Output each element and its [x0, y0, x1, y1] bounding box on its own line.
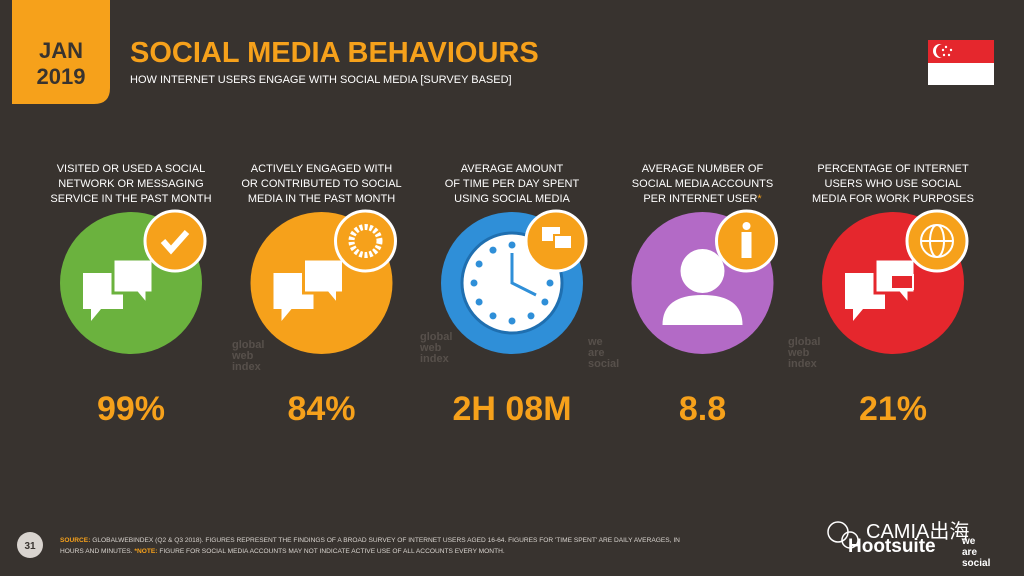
footer: 31 SOURCE: GLOBALWEBINDEX (Q2 & Q3 2018)… — [17, 532, 680, 558]
watermark: index — [788, 358, 818, 370]
stat-label-text: USERS WHO USE SOCIAL — [825, 178, 962, 190]
was-logo: social — [962, 558, 991, 569]
icon-briefcase — [890, 274, 914, 290]
stat-label-text: OF TIME PER DAY SPENT — [445, 178, 580, 190]
stat-label-text: ACTIVELY ENGAGED WITH — [251, 163, 392, 175]
stat-label-text: NETWORK OR MESSAGING — [58, 178, 203, 190]
icon-clock-dot — [546, 279, 554, 287]
stat-label-text: SERVICE IN THE PAST MONTH — [50, 193, 211, 205]
icon-clock-dot — [489, 312, 497, 320]
stat-label-text: OR CONTRIBUTED TO SOCIAL — [241, 178, 401, 190]
stat-label: PERCENTAGE OF INTERNET — [817, 163, 969, 175]
source-line: HOURS AND MINUTES. *NOTE: FIGURE FOR SOC… — [60, 548, 505, 555]
date-month: JAN — [39, 38, 83, 63]
flag — [928, 40, 994, 85]
source-label: SOURCE: — [60, 537, 90, 544]
stat-label: USERS WHO USE SOCIAL — [825, 178, 962, 190]
stat-label: MEDIA IN THE PAST MONTH — [248, 193, 395, 205]
badge-gear — [348, 224, 383, 258]
note-label: *NOTE: — [134, 548, 157, 555]
stat-value: 8.8 — [679, 390, 726, 428]
stat-label: PER INTERNET USER* — [643, 193, 762, 205]
stat-value: 21% — [859, 390, 927, 428]
stat-label-text: PERCENTAGE OF INTERNET — [817, 163, 969, 175]
stat-label: AVERAGE AMOUNT — [461, 163, 564, 175]
badge-check — [160, 230, 190, 255]
source-text: GLOBALWEBINDEX (Q2 & Q3 2018). FIGURES R… — [92, 537, 680, 544]
watermark: web — [231, 350, 254, 362]
watermark: global — [788, 336, 820, 348]
watermark: global — [232, 339, 264, 351]
icon-bubble — [111, 257, 155, 310]
stat-label: SOCIAL MEDIA ACCOUNTS — [632, 178, 773, 190]
stat-label-text: VISITED OR USED A SOCIAL — [57, 163, 206, 175]
icon-bubble — [302, 257, 345, 310]
stat-value: 99% — [97, 390, 165, 428]
stat-value: 2H 08M — [452, 390, 571, 428]
watermark: global — [420, 331, 452, 343]
watermark: index — [232, 361, 262, 373]
stat-label: USING SOCIAL MEDIA — [454, 193, 570, 205]
stat-label-text: AVERAGE NUMBER OF — [642, 163, 764, 175]
icon-clock-dot — [475, 298, 483, 306]
title: SOCIAL MEDIA BEHAVIOURS — [130, 37, 539, 69]
stat-label-text: MEDIA FOR WORK PURPOSES — [812, 193, 974, 205]
icon-clock-dot — [527, 312, 535, 320]
note-text: FIGURE FOR SOCIAL MEDIA ACCOUNTS MAY NOT… — [159, 548, 505, 555]
subtitle: HOW INTERNET USERS ENGAGE WITH SOCIAL ME… — [130, 74, 512, 86]
stat-label: OR CONTRIBUTED TO SOCIAL — [241, 178, 401, 190]
icon-clock-dot — [508, 317, 516, 325]
stat-label-text: USING SOCIAL MEDIA — [454, 193, 570, 205]
icon-clock-dot — [470, 279, 478, 287]
icon-clock-dot — [541, 298, 549, 306]
date-year: 2019 — [37, 64, 86, 89]
hootsuite-logo: Hootsuite — [848, 536, 936, 557]
watermark: social — [588, 358, 619, 370]
watermark: are — [588, 347, 605, 359]
watermark: web — [787, 347, 810, 359]
was-logo: are — [962, 547, 977, 558]
stat-label: NETWORK OR MESSAGING — [58, 178, 203, 190]
source-text: HOURS AND MINUTES. — [60, 548, 133, 555]
stat-value: 84% — [287, 390, 355, 428]
badge — [334, 209, 397, 273]
stat-label: MEDIA FOR WORK PURPOSES — [812, 193, 974, 205]
stat-label: VISITED OR USED A SOCIAL — [57, 163, 206, 175]
stat-label: ACTIVELY ENGAGED WITH — [251, 163, 392, 175]
stat-label: AVERAGE NUMBER OF — [642, 163, 764, 175]
stat-label-text: MEDIA IN THE PAST MONTH — [248, 193, 395, 205]
stat-label-text: AVERAGE AMOUNT — [461, 163, 564, 175]
watermark: we — [587, 336, 603, 348]
overlay-text: CAMIA出海 — [866, 520, 969, 543]
watermark: index — [420, 353, 450, 365]
badge-person — [742, 222, 751, 230]
stat-label-text: PER INTERNET USER — [643, 193, 757, 205]
stat-label-marker: * — [757, 193, 762, 205]
badge-person — [741, 232, 752, 258]
source-line: SOURCE: GLOBALWEBINDEX (Q2 & Q3 2018). F… — [60, 537, 680, 544]
branding: Hootsuite we are social CAMIA出海 — [827, 520, 991, 569]
badge-bubble — [553, 234, 573, 250]
icon-clock-dot — [489, 246, 497, 254]
icon-person — [680, 249, 725, 293]
icon-clock-hands — [510, 253, 537, 297]
icon-person — [662, 295, 743, 325]
stat-label: SERVICE IN THE PAST MONTH — [50, 193, 211, 205]
watermark: web — [419, 342, 442, 354]
stat-label-text: SOCIAL MEDIA ACCOUNTS — [632, 178, 773, 190]
icon-clock-dot — [508, 241, 516, 249]
stat-label: OF TIME PER DAY SPENT — [445, 178, 580, 190]
icon-clock-dot — [475, 260, 483, 268]
page-number: 31 — [24, 541, 36, 552]
date-badge — [12, 0, 110, 104]
was-logo: we — [961, 536, 976, 547]
